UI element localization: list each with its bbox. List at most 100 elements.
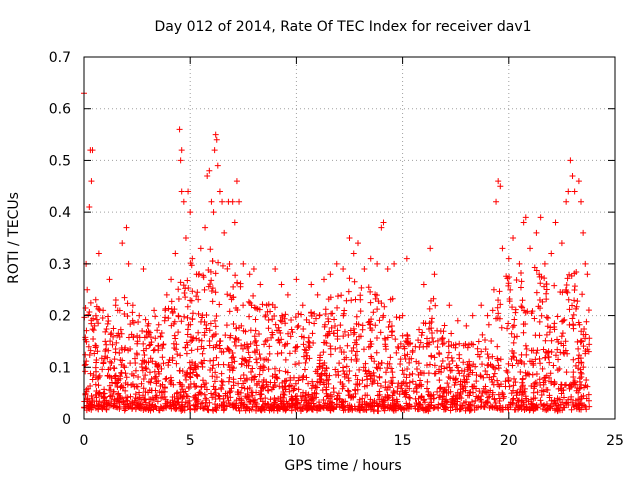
data-point xyxy=(409,378,416,385)
data-point xyxy=(554,367,561,374)
data-point xyxy=(279,312,286,319)
data-point xyxy=(161,384,168,391)
data-point xyxy=(560,342,567,349)
data-point xyxy=(221,405,228,412)
data-point xyxy=(440,340,447,347)
data-point xyxy=(409,347,416,354)
data-point xyxy=(580,364,587,371)
data-point xyxy=(177,381,184,388)
data-point xyxy=(459,402,466,409)
data-point xyxy=(580,229,587,236)
data-point xyxy=(485,355,492,362)
data-point xyxy=(294,324,301,331)
data-point xyxy=(189,315,196,322)
data-point xyxy=(140,407,147,414)
data-point xyxy=(141,358,148,365)
data-point xyxy=(227,292,234,299)
data-point xyxy=(426,305,433,312)
data-point xyxy=(206,327,213,334)
data-point xyxy=(110,333,117,340)
data-point xyxy=(167,378,174,385)
data-point xyxy=(165,359,172,366)
data-point xyxy=(106,393,113,400)
data-point xyxy=(456,340,463,347)
data-point xyxy=(140,347,147,354)
data-point xyxy=(580,343,587,350)
data-point xyxy=(384,395,391,402)
data-point xyxy=(409,370,416,377)
data-point xyxy=(286,388,293,395)
data-point xyxy=(278,281,285,288)
data-point xyxy=(388,379,395,386)
data-point xyxy=(384,334,391,341)
data-point xyxy=(207,246,214,253)
data-point xyxy=(575,345,582,352)
data-point xyxy=(218,402,225,409)
data-point xyxy=(358,284,365,291)
data-point xyxy=(257,355,264,362)
data-point xyxy=(193,293,200,300)
data-point xyxy=(330,385,337,392)
data-point xyxy=(215,259,222,266)
y-axis: 0 0.1 0.2 0.3 0.4 0.5 0.6 0.7 xyxy=(49,50,615,428)
data-point xyxy=(554,313,561,320)
data-point xyxy=(108,379,115,386)
data-point xyxy=(255,330,262,337)
data-point xyxy=(425,388,432,395)
data-point xyxy=(364,392,371,399)
data-point xyxy=(586,403,593,410)
data-point xyxy=(184,277,191,284)
data-point xyxy=(292,314,299,321)
data-point xyxy=(583,318,590,325)
data-point xyxy=(127,321,134,328)
data-point xyxy=(108,360,115,367)
data-point xyxy=(233,305,240,312)
data-point xyxy=(225,397,232,404)
data-point xyxy=(527,245,534,252)
data-point xyxy=(297,392,304,399)
data-point xyxy=(537,214,544,221)
data-point xyxy=(442,404,449,411)
data-point xyxy=(213,136,220,143)
data-point xyxy=(158,330,165,337)
data-point xyxy=(127,345,134,352)
data-point xyxy=(559,318,566,325)
data-point xyxy=(348,297,355,304)
data-point xyxy=(582,382,589,389)
data-point xyxy=(163,291,170,298)
data-point xyxy=(486,393,493,400)
data-point xyxy=(225,378,232,385)
data-point xyxy=(431,362,438,369)
data-point xyxy=(182,235,189,241)
data-point xyxy=(316,379,323,386)
data-point xyxy=(585,391,592,398)
data-point xyxy=(227,388,234,395)
data-point xyxy=(95,374,102,381)
data-point xyxy=(163,404,170,411)
data-point xyxy=(220,361,227,368)
data-point xyxy=(537,397,544,404)
data-point xyxy=(438,363,445,370)
y-tick-label: 0 xyxy=(62,412,71,428)
data-point xyxy=(385,323,392,330)
data-point xyxy=(194,289,201,296)
data-point xyxy=(565,396,572,403)
data-point xyxy=(289,329,296,336)
data-point xyxy=(352,372,359,379)
data-point xyxy=(187,405,194,412)
data-point xyxy=(573,303,580,310)
data-point xyxy=(212,369,219,376)
data-point xyxy=(552,352,559,359)
data-point xyxy=(216,301,223,308)
data-point xyxy=(573,269,580,276)
data-point xyxy=(117,326,124,333)
data-point xyxy=(146,329,153,336)
data-point xyxy=(443,386,450,393)
data-point xyxy=(252,397,259,404)
data-point xyxy=(462,405,469,412)
data-point xyxy=(129,309,136,316)
data-point xyxy=(251,348,258,355)
data-point xyxy=(168,276,175,283)
data-point xyxy=(555,356,562,363)
data-point xyxy=(195,329,202,336)
